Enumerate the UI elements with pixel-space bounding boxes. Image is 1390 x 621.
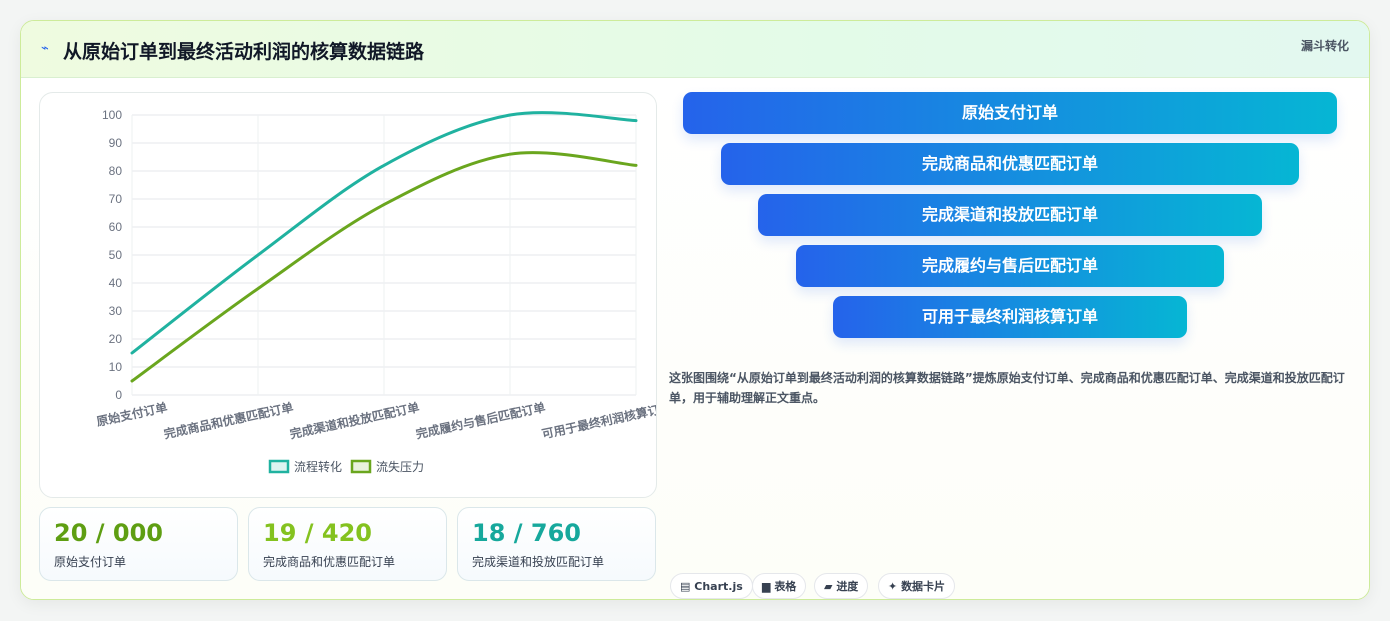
- stat-value: 19 / 420: [263, 519, 372, 547]
- series-line-0: [130, 111, 638, 355]
- stat-value: 20 / 000: [54, 519, 163, 547]
- legend-swatch: [268, 459, 290, 474]
- y-tick-label: 20: [109, 332, 123, 346]
- progress-icon: ▰: [824, 580, 833, 593]
- card-body: 0 10 20 30 40 50 60 70 80 90 100 原始支付订单 完成商品和优惠匹配订单完…: [21, 78, 1369, 599]
- lightning-icon: ⌁: [41, 41, 49, 56]
- sparkle-icon: ✦: [888, 580, 898, 593]
- y-tick-label: 100: [102, 108, 122, 122]
- legend-label: 流失压力: [376, 459, 424, 474]
- line-chart-panel: 0 10 20 30 40 50 60 70 80 90 100 原始支付订单 完成商品和优惠匹配订单完…: [39, 92, 657, 498]
- chip-chartjs[interactable]: ▤ Chart.js: [670, 573, 753, 599]
- stat-card-1: 19 / 420 完成商品和优惠匹配订单: [248, 507, 447, 581]
- x-tick-label: 可用于最终利润核算订单: [540, 399, 656, 441]
- stat-label: 完成渠道和投放匹配订单: [472, 555, 605, 569]
- funnel-stage-3: 完成履约与售后匹配订单: [796, 245, 1224, 287]
- stat-label: 原始支付订单: [54, 555, 127, 569]
- legend-swatch: [350, 459, 372, 474]
- chart-description: 这张图围绕“从原始订单到最终活动利润的核算数据链路”提炼原始支付订单、完成商品和…: [669, 371, 1345, 405]
- chip-label: 数据卡片: [901, 580, 946, 593]
- x-tick-label: 完成履约与售后匹配订单: [414, 399, 546, 441]
- stat-card-2: 18 / 760 完成渠道和投放匹配订单: [457, 507, 656, 581]
- table-icon: ▆: [762, 580, 771, 593]
- x-tick-label: 完成商品和优惠匹配订单: [162, 399, 294, 441]
- series-line-1: [130, 151, 638, 383]
- funnel-stage-4: 可用于最终利润核算订单: [833, 296, 1187, 338]
- funnel-stage-0: 原始支付订单: [683, 92, 1337, 134]
- y-tick-label: 90: [109, 136, 123, 150]
- funnel-stage-1: 完成商品和优惠匹配订单: [721, 143, 1299, 185]
- chip-label: 表格: [774, 580, 797, 593]
- stat-value: 18 / 760: [472, 519, 581, 547]
- chip-progress[interactable]: ▰ 进度: [814, 573, 869, 599]
- funnel-stage-2: 完成渠道和投放匹配订单: [758, 194, 1262, 236]
- y-tick-label: 0: [115, 388, 122, 402]
- y-tick-label: 30: [109, 304, 123, 318]
- x-tick-label: 原始支付订单: [95, 399, 169, 429]
- y-tick-label: 80: [109, 164, 123, 178]
- card-header: ⌁ 从原始订单到最终活动利润的核算数据链路 漏斗转化: [21, 21, 1369, 78]
- y-tick-label: 10: [109, 360, 123, 374]
- line-chart: 0102030405060708090100原始支付订单完成商品和优惠匹配订单完…: [95, 108, 656, 474]
- y-tick-label: 40: [109, 276, 123, 290]
- stat-card-0: 20 / 000 原始支付订单: [39, 507, 238, 581]
- chip-label: 进度: [836, 580, 859, 593]
- legend-label: 流程转化: [294, 459, 342, 474]
- x-tick-label: 完成渠道和投放匹配订单: [288, 399, 420, 441]
- chart-icon: ▤: [680, 580, 691, 593]
- y-tick-label: 60: [109, 220, 123, 234]
- chip-table[interactable]: ▆ 表格: [752, 573, 807, 599]
- y-tick-label: 50: [109, 248, 123, 262]
- stat-label: 完成商品和优惠匹配订单: [263, 555, 396, 569]
- y-tick-label: 70: [109, 192, 123, 206]
- chip-label: Chart.js: [694, 580, 743, 593]
- chart-card: ⌁ 从原始订单到最终活动利润的核算数据链路 漏斗转化 0 10 20 30 40 50 60…: [20, 20, 1370, 600]
- chip-data-card[interactable]: ✦ 数据卡片: [878, 573, 956, 599]
- page-title: 从原始订单到最终活动利润的核算数据链路: [63, 41, 425, 63]
- header-tag: 漏斗转化: [1300, 39, 1349, 53]
